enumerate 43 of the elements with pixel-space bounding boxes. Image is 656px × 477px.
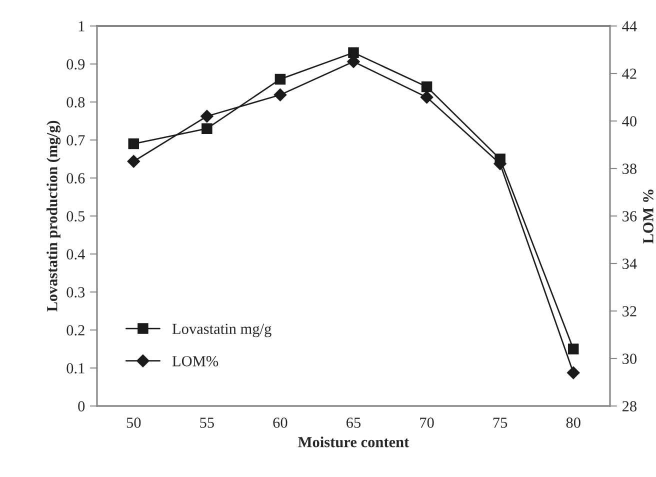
point bbox=[420, 90, 434, 104]
x-tick-label: 70 bbox=[420, 418, 434, 428]
y2-tick-label: 44 bbox=[622, 21, 637, 32]
y2-tick-label: 34 bbox=[622, 258, 637, 269]
x-axis-title: Moisture content bbox=[298, 436, 410, 448]
y2-tick-label: 32 bbox=[622, 306, 636, 316]
y-tick-label: 1 bbox=[78, 21, 84, 32]
y-tick-label: 0.3 bbox=[66, 287, 85, 298]
y-tick-label: 0 bbox=[78, 401, 85, 412]
x-tick-label: 60 bbox=[273, 418, 288, 428]
y-tick-label: 0.1 bbox=[66, 363, 84, 374]
y2-tick-label: 40 bbox=[622, 116, 636, 126]
y2-tick-label: 36 bbox=[622, 211, 637, 222]
y-tick-label: 0.7 bbox=[66, 135, 85, 146]
y-tick-label: 0.6 bbox=[66, 173, 85, 184]
point bbox=[566, 366, 580, 380]
point bbox=[421, 81, 432, 92]
x-tick-label: 75 bbox=[493, 418, 508, 428]
y2-tick-label: 30 bbox=[622, 354, 636, 364]
y2-tick-label: 38 bbox=[622, 164, 636, 174]
y2-axis-title: LOM % bbox=[643, 190, 654, 244]
point bbox=[274, 74, 286, 85]
point bbox=[274, 88, 287, 102]
y-tick-label: 0.4 bbox=[66, 249, 85, 260]
y-axis-title: Lovastatin production (mg/g) bbox=[46, 120, 61, 312]
point bbox=[127, 154, 140, 168]
x-tick-label: 50 bbox=[126, 418, 141, 428]
y2-tick-label: 28 bbox=[622, 401, 636, 412]
x-tick-label: 65 bbox=[346, 418, 361, 428]
point bbox=[202, 123, 212, 134]
point bbox=[200, 110, 214, 123]
y-tick-label: 0.9 bbox=[66, 59, 85, 70]
point bbox=[128, 138, 140, 150]
x-tick-label: 80 bbox=[566, 418, 580, 428]
y-tick-label: 0.5 bbox=[66, 211, 85, 222]
legend-label: LOM% bbox=[172, 356, 218, 366]
legend-label: Lovastatin mg/g bbox=[172, 324, 272, 338]
y-tick-label: 0.2 bbox=[66, 325, 84, 336]
point bbox=[348, 47, 359, 58]
point bbox=[568, 344, 579, 354]
x-tick-label: 55 bbox=[200, 418, 214, 428]
y2-tick-label: 42 bbox=[622, 68, 636, 79]
y-tick-label: 0.8 bbox=[66, 97, 85, 108]
